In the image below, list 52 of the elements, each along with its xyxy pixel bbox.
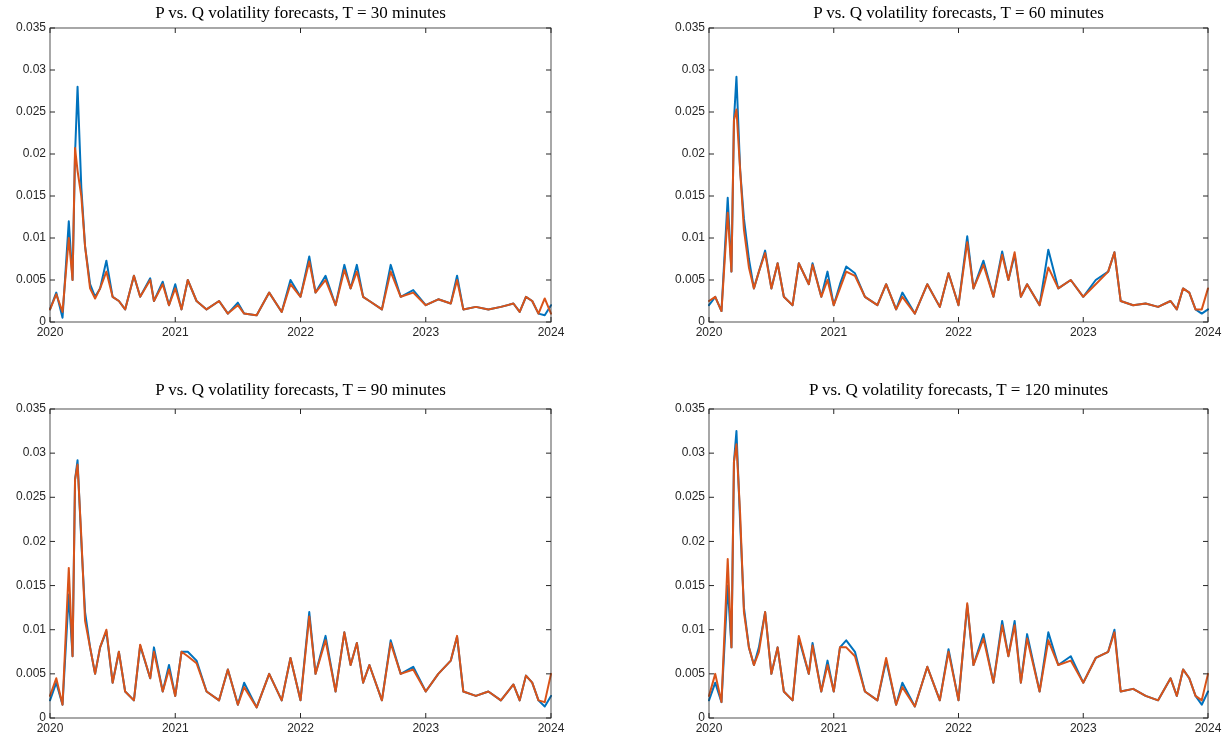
y-tick-label: 0.02 (681, 146, 706, 161)
chart-title: P vs. Q volatility forecasts, T = 60 minutes (813, 2, 1104, 22)
y-tick-label: 0.025 (15, 104, 47, 119)
y-tick-label: 0.02 (22, 533, 47, 548)
x-tick-label: 2021 (820, 325, 848, 339)
x-tick-label: 2023 (412, 721, 440, 735)
x-tick-label: 2022 (287, 721, 315, 735)
x-tick-label: 2023 (1069, 721, 1097, 735)
y-tick-label: 0.02 (22, 146, 47, 161)
y-tick-label: 0.005 (15, 272, 47, 287)
x-tick-label: 2024 (1194, 325, 1222, 339)
x-tick-label: 2021 (161, 721, 189, 735)
x-tick-label: 2021 (820, 721, 848, 735)
x-tick-label: 2022 (945, 721, 973, 735)
y-tick-label: 0.025 (15, 489, 47, 504)
x-tick-label: 2022 (287, 325, 315, 339)
y-tick-label: 0.03 (22, 445, 47, 460)
x-tick-label: 2020 (695, 721, 723, 735)
y-tick-label: 0.015 (15, 577, 47, 592)
y-tick-label: 0.025 (674, 489, 706, 504)
y-tick-label: 0.01 (22, 230, 47, 245)
x-tick-label: 2024 (537, 325, 565, 339)
y-tick-label: 0.035 (15, 401, 47, 416)
chart-title: P vs. Q volatility forecasts, T = 90 minutes (155, 379, 446, 399)
chart-title: P vs. Q volatility forecasts, T = 30 minutes (155, 2, 446, 22)
y-tick-label: 0.01 (681, 230, 706, 245)
y-tick-label: 0.025 (674, 104, 706, 119)
y-tick-label: 0.02 (681, 533, 706, 548)
y-tick-label: 0.01 (22, 621, 47, 636)
x-tick-label: 2023 (1069, 325, 1097, 339)
y-tick-label: 0.03 (22, 62, 47, 77)
x-tick-label: 2020 (695, 325, 723, 339)
y-tick-label: 0.015 (674, 188, 706, 203)
y-tick-label: 0.01 (681, 621, 706, 636)
x-tick-label: 2020 (36, 325, 64, 339)
x-tick-label: 2021 (161, 325, 189, 339)
y-tick-label: 0.035 (674, 20, 706, 35)
y-tick-label: 0.005 (674, 272, 706, 287)
y-tick-label: 0.005 (674, 666, 706, 681)
chart-title: P vs. Q volatility forecasts, T = 120 minutes (808, 379, 1109, 399)
y-tick-label: 0.035 (15, 20, 47, 35)
x-tick-label: 2022 (945, 325, 973, 339)
y-tick-label: 0.035 (674, 401, 706, 416)
x-tick-label: 2024 (537, 721, 565, 735)
x-tick-label: 2023 (412, 325, 440, 339)
y-tick-label: 0.005 (15, 666, 47, 681)
y-tick-label: 0.015 (674, 577, 706, 592)
x-tick-label: 2024 (1194, 721, 1222, 735)
y-tick-label: 0.015 (15, 188, 47, 203)
y-tick-label: 0.03 (681, 62, 706, 77)
y-tick-label: 0.03 (681, 445, 706, 460)
x-tick-label: 2020 (36, 721, 64, 735)
